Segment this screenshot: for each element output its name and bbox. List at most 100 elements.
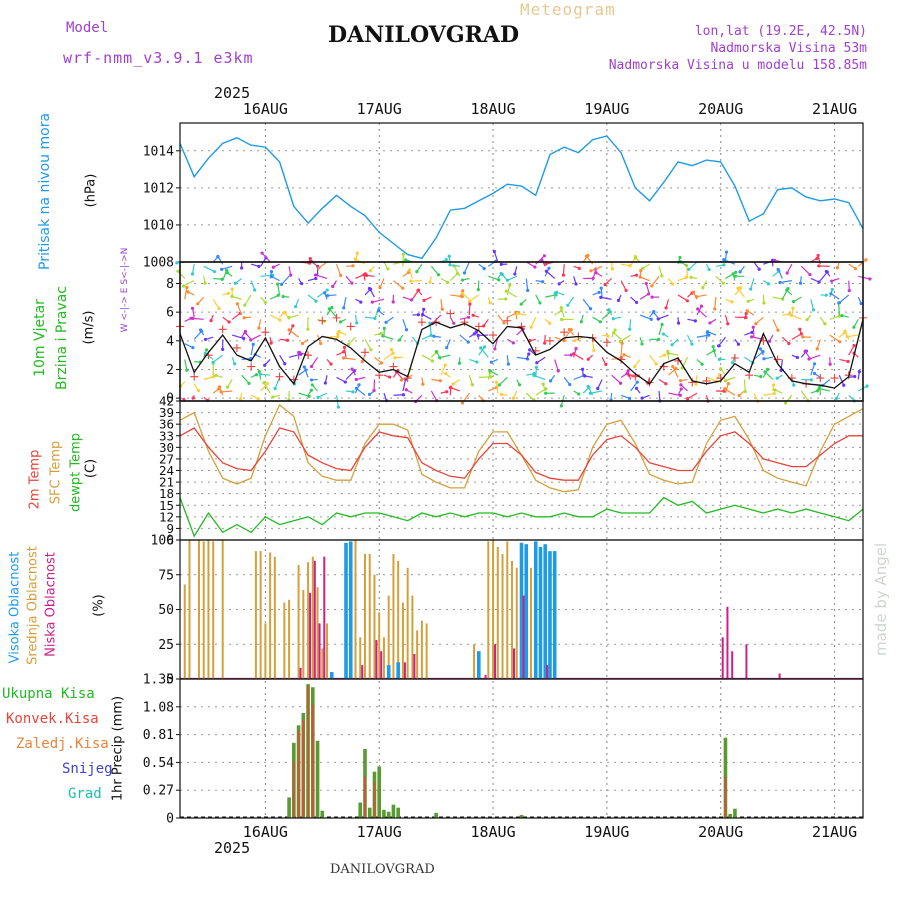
wind-arrow [808,354,821,360]
mid-cloud-bar [183,584,186,679]
wind-arrow-head [462,271,467,275]
wind-arrow-head [472,332,476,336]
wind-arrow [281,275,290,285]
wind-arrow-head [838,340,842,344]
temperature-tick-label: 39 [159,405,174,420]
wind-arrow [422,313,432,320]
temperature-tick-label: 36 [159,417,174,432]
wind-arrow [597,379,603,389]
wind-arrow-head [580,367,585,371]
wind-arrow-head [540,258,544,262]
wind-arrow [317,289,328,298]
wind-arrow [231,295,242,300]
wind-arrow [829,315,840,320]
wind-arrow [274,377,281,389]
wind-arrow [396,371,404,380]
wind-arrow-head [211,360,215,364]
mid-cloud-bar [496,546,499,679]
wind-arrow-head [506,362,510,366]
wind-arrow-head [798,327,802,331]
high-cloud-bar [477,651,481,679]
wind-arrow-head [438,379,442,383]
precip-legend-snow: Snijeg [62,761,113,777]
wind-arrow-head [745,309,749,313]
wind-arrow [221,265,233,270]
wind-arrow-head [476,333,480,338]
wind-arrow-head [355,321,359,325]
mid-cloud-bar [283,602,286,679]
wind-arrow-head [650,284,654,288]
wind-arrow [260,373,271,376]
wind-gust-cross [474,322,483,331]
wind-arrow [191,264,195,275]
wind-arrow-head [700,362,704,366]
wind-arrow-head [432,334,436,338]
mid-cloud-bar [302,590,305,679]
low-cloud-bar [313,560,316,679]
wind-arrow-head [471,313,475,317]
wind-arrow [697,308,707,318]
mid-cloud-bar [511,560,514,679]
wind-arrow [343,347,347,358]
wind-arrow [317,392,328,398]
wind-arrow-head [803,349,807,353]
wind-arrow-head [772,383,776,387]
wind-arrow-head [664,382,668,386]
day-label-top: 21AUG [812,100,857,118]
high-cloud-bar [344,542,348,679]
wind-arrow-head [416,313,421,317]
wind-arrow [573,353,584,360]
wind-arrow-head [766,367,770,372]
low-cloud-bar [361,665,364,679]
wind-arrow-head [733,274,738,278]
mid-cloud-bar [368,553,371,679]
wind-arrow-head [273,386,277,391]
mid-cloud-bar [273,556,276,679]
wind-arrow-head [307,394,311,398]
wind-arrow-head [670,343,674,347]
wind-arrow [232,334,244,339]
wind-arrow-head [824,293,828,297]
wind-arrow [772,319,779,331]
precip-tick-label: 1.08 [143,700,174,715]
total-precip-bar [382,809,386,818]
wind-arrow-head [791,306,795,310]
wind-arrow [567,296,575,306]
wind-arrow-head [407,268,412,272]
wind-gust-cross [560,328,569,337]
wind-arrow [672,366,679,378]
wind-arrow-head [744,311,748,316]
wind-arrow-head [640,396,644,400]
wind-arrow [586,255,594,265]
wind-arrow [307,294,317,302]
wind-arrow-head [351,264,355,268]
wind-arrow [620,343,623,356]
wind-arrow-head [300,341,304,346]
wind-arrow-head [370,300,374,304]
wind-arrow-head [452,321,456,325]
wind-arrow [279,354,286,365]
wind-arrow-head [505,278,510,282]
wind-arrow-head [671,282,675,286]
pressure-tick-label: 1010 [143,218,174,233]
wind-speed-line [179,319,864,389]
wind-arrow-head [479,346,483,350]
wind-arrow-head [219,267,224,271]
wind-arrow [288,314,299,319]
wind-gust-cross [730,354,739,363]
wind-arrow-head [196,302,200,306]
wind-arrow [848,280,850,291]
wind-arrow-head [287,316,291,320]
wind-arrow-head [569,353,573,357]
wind-arrow-head [535,361,539,365]
wind-arrow-head [360,359,364,364]
low-cloud-bar [323,556,326,679]
wind-arrow-head [225,271,229,275]
wind-arrow-head [278,318,282,322]
high-cloud-bar [519,542,524,679]
wind-arrow-head [731,272,735,276]
wind-arrow-head [181,284,186,288]
mid-cloud-bar [359,637,362,679]
wind-arrow-head [409,279,413,283]
day-label-top: 16AUG [243,100,288,118]
